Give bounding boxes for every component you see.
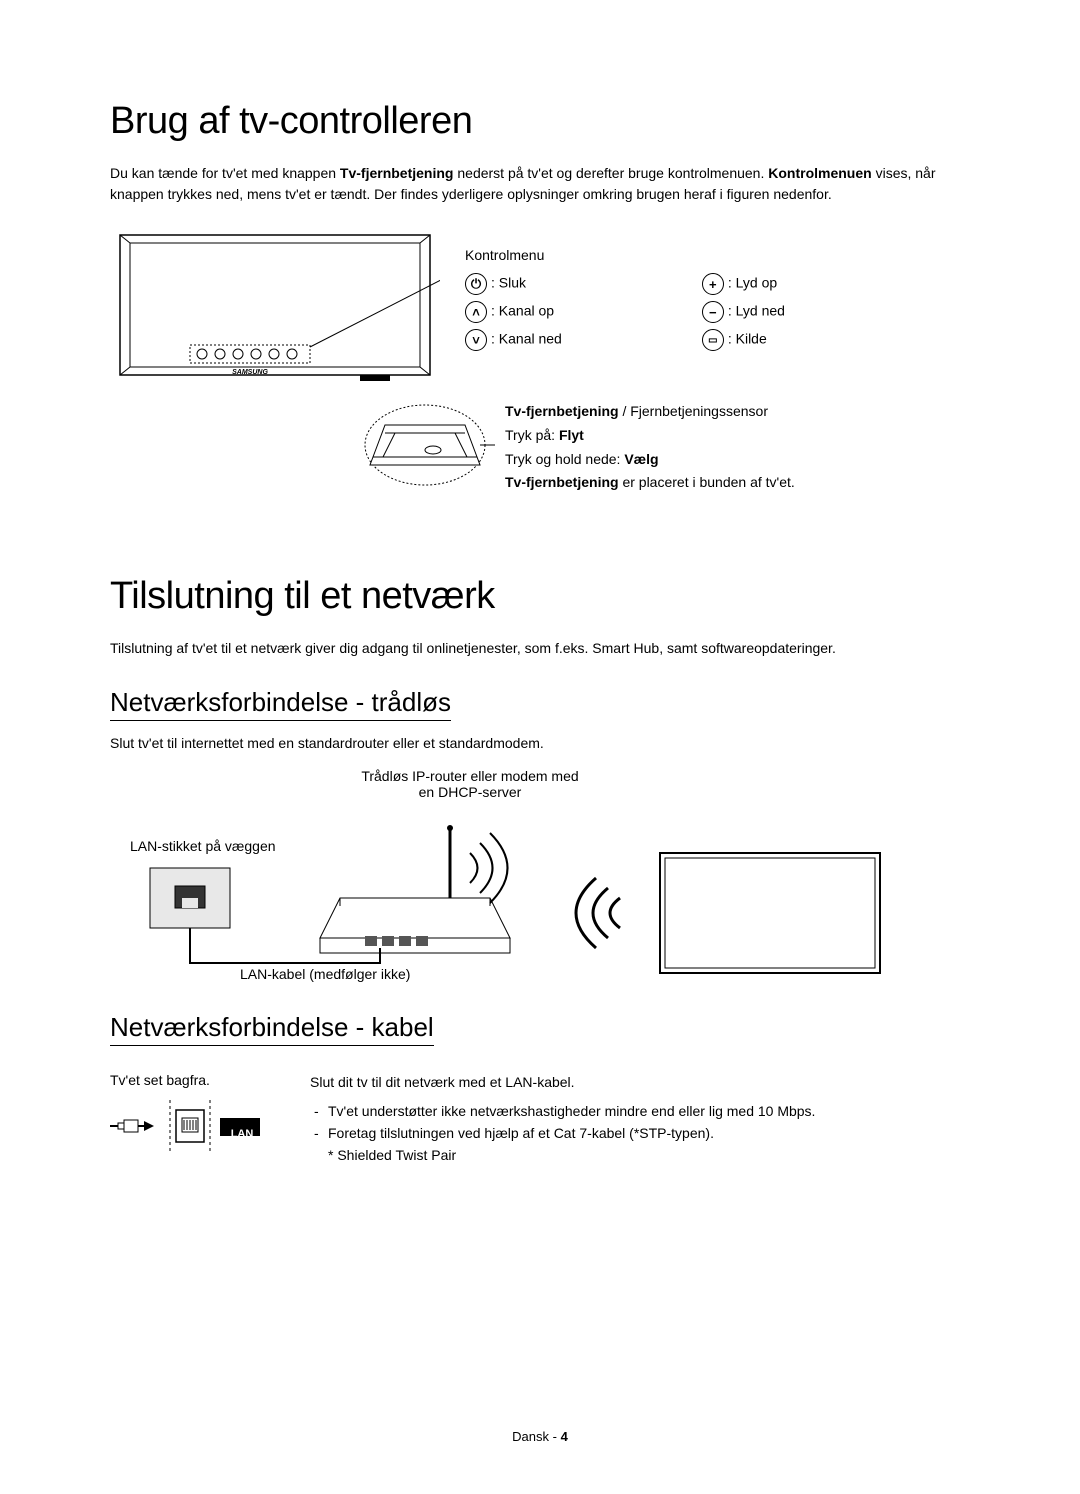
section2-title: Tilslutning til et netværk (110, 575, 970, 618)
tv-bottom-detail-svg (355, 395, 495, 495)
placed-bold: Tv-fjernbetjening (505, 474, 619, 490)
placed-rest: er placeret i bunden af tv'et. (619, 474, 795, 490)
intro-p2: nederst på tv'et og derefter bruge kontr… (453, 165, 768, 181)
cable-bullet-2: Foretag tilslutningen ved hjælp af et Ca… (310, 1125, 970, 1141)
source-icon: ▭ (702, 329, 724, 351)
cable-section: Tv'et set bagfra. (110, 1072, 970, 1173)
section2-intro: Tilslutning af tv'et til et netværk give… (110, 638, 970, 659)
intro-b1: Tv-fjernbetjening (340, 165, 454, 181)
intro-b2: Kontrolmenuen (768, 165, 871, 181)
plus-icon: + (702, 273, 724, 295)
lan-cable-svg (170, 933, 470, 993)
cable-bullet-1: Tv'et understøtter ikke netværkshastighe… (310, 1103, 970, 1119)
kilde-label: : Kilde (728, 331, 767, 347)
cable-heading: Netværksforbindelse - kabel (110, 1012, 434, 1046)
footer-page: 4 (561, 1429, 568, 1444)
chevron-up-icon: ˄ (465, 301, 487, 323)
trykhold: Tryk og hold nede: (505, 451, 624, 467)
minus-icon: − (702, 301, 724, 323)
remote-bold: Tv-fjernbetjening (505, 403, 619, 419)
wireless-text: Slut tv'et til internettet med en standa… (110, 733, 970, 754)
tv-back-label: Tv'et set bagfra. (110, 1072, 280, 1088)
cable-bullet-list: Tv'et understøtter ikke netværkshastighe… (310, 1103, 970, 1141)
page-footer: Dansk - 4 (0, 1429, 1080, 1444)
router-label-2: en DHCP-server (340, 784, 600, 800)
section1-title: Brug af tv-controlleren (110, 100, 970, 143)
control-menu-items: ⏻: Sluk ˄: Kanal op ˅: Kanal ned +: Lyd … (465, 273, 785, 357)
lan-badge: LAN (225, 1128, 259, 1140)
router-label-1: Trådløs IP-router eller modem med (340, 768, 600, 784)
section1-intro: Du kan tænde for tv'et med knappen Tv-fj… (110, 163, 970, 205)
lydop-label: : Lyd op (728, 275, 777, 291)
sluk-label: : Sluk (491, 275, 526, 291)
footer-lang: Dansk - (512, 1429, 560, 1444)
lan-cable-label: LAN-kabel (medfølger ikke) (240, 966, 410, 982)
cable-note: * Shielded Twist Pair (310, 1147, 970, 1163)
remote-rest: / Fjernbetjeningssensor (619, 403, 768, 419)
kanalop-label: : Kanal op (491, 303, 554, 319)
wireless-heading: Netværksforbindelse - trådløs (110, 687, 451, 721)
cable-text: Slut dit tv til dit netværk med et LAN-k… (310, 1072, 970, 1093)
intro-p1: Du kan tænde for tv'et med knappen (110, 165, 340, 181)
remote-info-block: Tv-fjernbetjening / Fjernbetjeningssenso… (505, 400, 795, 495)
tv-back-svg (110, 1096, 280, 1156)
lydned-label: : Lyd ned (728, 303, 785, 319)
controller-diagram: SAMSUNG Kontrolmenu ⏻: Sluk ˄: Kanal op … (110, 225, 970, 515)
power-icon: ⏻ (465, 273, 487, 295)
kontrolmenu-label: Kontrolmenu (465, 247, 544, 263)
vaelg: Vælg (624, 451, 658, 467)
svg-text:SAMSUNG: SAMSUNG (232, 369, 268, 376)
tv-outline-svg: SAMSUNG (110, 225, 440, 405)
flyt: Flyt (559, 427, 584, 443)
kanalned-label: : Kanal ned (491, 331, 562, 347)
tv-wireless-svg (570, 838, 890, 978)
wireless-diagram: Trådløs IP-router eller modem med en DHC… (110, 768, 970, 988)
chevron-down-icon: ˅ (465, 329, 487, 351)
lan-wall-label: LAN-stikket på væggen (130, 838, 276, 854)
trykpaa: Tryk på: (505, 427, 559, 443)
